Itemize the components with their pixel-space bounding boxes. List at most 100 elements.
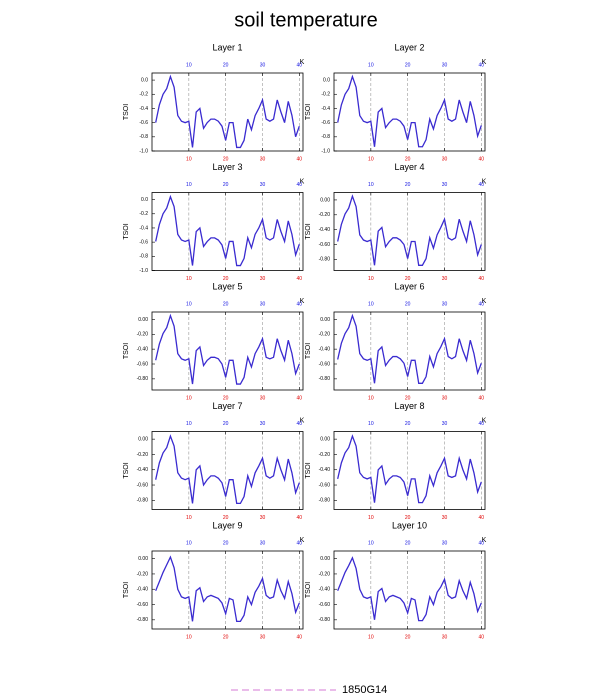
x-tick-label: 30 [260,156,266,162]
plot-frame [333,431,486,510]
x2-tick-label: 30 [442,301,448,307]
data-line [155,434,300,505]
panel: Layer 2 TSOI K 10 20 30 40 10 20 30 40 0.0 -0.2 -0.4 -… [305,42,487,162]
y-tick-label: -0.60 [137,482,149,488]
y-axis-label: TSOI [123,104,130,120]
y-tick-label: -0.20 [137,452,149,458]
x-tick-label: 30 [260,395,266,401]
y-tick-label: -0.20 [319,452,331,458]
x-tick-label: 10 [368,276,374,282]
x-tick-label: 20 [223,156,229,162]
x2-tick-label: 10 [186,421,192,427]
x2-tick-label: 30 [260,540,266,546]
x2-axis-label: K [482,417,487,424]
x2-tick-label: 40 [479,301,485,307]
x2-tick-label: 40 [297,62,303,68]
x2-tick-label: 30 [260,421,266,427]
plot-frame [151,550,304,630]
y-tick-label: -0.40 [137,467,149,473]
y-axis-label: TSOI [305,223,312,239]
y-tick-label: -0.8 [139,134,148,140]
x-tick-label: 10 [186,276,192,282]
y-tick-label: -0.20 [319,571,331,577]
data-line [337,434,482,504]
x-tick-label: 40 [479,395,485,401]
panel: Layer 6 TSOI K 10 20 30 40 10 20 30 40 0.00 -0.20 -0.… [305,281,487,401]
x2-tick-label: 20 [223,62,229,68]
x2-tick-label: 20 [223,421,229,427]
y-axis-label: TSOI [305,343,312,359]
x-tick-label: 20 [405,156,411,162]
y-tick-label: -0.2 [139,92,148,98]
panel: Layer 10 TSOI K 10 20 30 40 10 20 30 40 0.00 -0.20 -0… [305,520,487,640]
y-axis-label: TSOI [123,582,130,598]
legend-label: 1850G14 [342,684,387,694]
y-tick-label: -0.4 [139,106,148,112]
plot-frame [333,311,486,391]
x2-tick-label: 20 [405,421,411,427]
x-tick-label: 10 [368,156,374,162]
x2-tick-label: 10 [368,301,374,307]
panel-title: Layer 5 [212,281,242,291]
plot-frame [151,431,304,510]
x-tick-label: 20 [405,515,411,521]
x-tick-label: 30 [442,395,448,401]
y-tick-label: -0.6 [139,239,148,245]
y-tick-label: -0.80 [319,257,331,263]
y-tick-label: 0.0 [141,77,148,83]
y-tick-label: 0.00 [320,556,330,562]
y-tick-label: -0.40 [319,227,331,233]
x-tick-label: 40 [297,395,303,401]
y-tick-label: -0.4 [321,106,330,112]
y-axis-label: TSOI [305,462,312,478]
x2-tick-label: 10 [368,182,374,188]
x-tick-label: 40 [479,276,485,282]
y-tick-label: -0.6 [139,120,148,126]
y-tick-label: -0.2 [139,211,148,217]
y-axis-label: TSOI [123,462,130,478]
data-line [155,74,300,149]
x2-axis-label: K [482,298,487,305]
x2-axis-label: K [300,59,305,66]
y-tick-label: -0.6 [321,120,330,126]
panel: Layer 9 TSOI K 10 20 30 40 10 20 30 40 0.00 -0.20 -0.… [123,520,305,640]
x2-tick-label: 10 [186,62,192,68]
panel-title: Layer 7 [212,401,242,411]
panel: Layer 1 TSOI K 10 20 30 40 10 20 30 40 0.0 -0.2 -0.4 -… [123,42,305,162]
x2-tick-label: 40 [479,182,485,188]
y-tick-label: -0.40 [137,346,149,352]
x2-tick-label: 30 [260,182,266,188]
panel: Layer 3 TSOI K 10 20 30 40 10 20 30 40 0.0 -0.2 -0.4 -… [123,162,305,282]
x2-tick-label: 20 [405,540,411,546]
plot-frame [151,192,304,271]
x2-tick-label: 20 [223,182,229,188]
x-tick-label: 10 [368,395,374,401]
x-tick-label: 40 [479,515,485,521]
y-tick-label: -0.40 [319,467,331,473]
y-tick-label: -0.60 [319,482,331,488]
x2-tick-label: 40 [297,182,303,188]
x-tick-label: 40 [297,515,303,521]
y-tick-label: -0.60 [319,242,331,248]
x-tick-label: 30 [442,515,448,521]
x2-tick-label: 30 [260,301,266,307]
x2-axis-label: K [482,178,487,185]
x-tick-label: 40 [297,156,303,162]
x-tick-label: 10 [186,634,192,640]
y-tick-label: 0.00 [320,436,330,442]
y-tick-label: -0.40 [319,346,331,352]
y-tick-label: -0.4 [139,225,148,231]
data-line [155,555,300,622]
data-line [337,74,482,148]
x-tick-label: 10 [186,515,192,521]
x2-tick-label: 20 [405,62,411,68]
y-tick-label: 0.00 [320,317,330,323]
x-tick-label: 20 [223,634,229,640]
panel-title: Layer 10 [392,520,427,530]
y-tick-label: 0.0 [141,197,148,203]
x2-tick-label: 30 [442,62,448,68]
x2-tick-label: 20 [405,182,411,188]
x-tick-label: 20 [223,395,229,401]
y-axis-label: TSOI [123,343,130,359]
x-tick-label: 40 [297,276,303,282]
